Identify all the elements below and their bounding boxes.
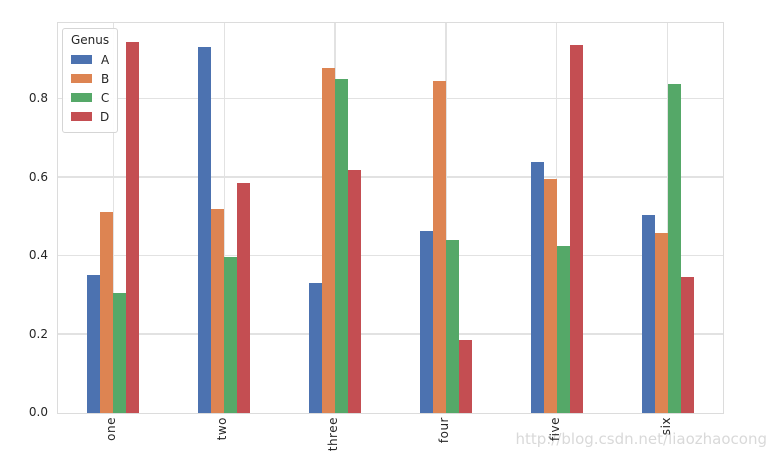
legend-item-a: A bbox=[71, 50, 109, 69]
y-gridline bbox=[58, 97, 723, 100]
bar-b-two bbox=[211, 209, 225, 413]
legend-label: B bbox=[101, 71, 110, 86]
bar-d-four bbox=[458, 340, 472, 413]
bar-a-two bbox=[198, 47, 212, 413]
y-gridline bbox=[58, 254, 723, 257]
bar-b-five bbox=[543, 179, 557, 413]
x-gridline bbox=[445, 23, 447, 413]
watermark-text: http://blog.csdn.net/liaozhaocong bbox=[515, 430, 767, 448]
x-gridline bbox=[556, 23, 558, 413]
y-tick-label: 0.4 bbox=[28, 248, 48, 263]
bar-a-one bbox=[87, 274, 101, 413]
bar-d-five bbox=[569, 44, 583, 413]
bar-c-one bbox=[113, 293, 127, 413]
bar-d-two bbox=[237, 183, 251, 413]
bar-d-six bbox=[680, 277, 694, 413]
y-tick-label: 0.8 bbox=[28, 91, 48, 106]
legend-swatch-icon bbox=[71, 93, 92, 102]
legend-label: C bbox=[100, 90, 110, 105]
bar-b-one bbox=[100, 212, 114, 413]
legend-item-b: B bbox=[71, 69, 109, 88]
bar-b-six bbox=[654, 232, 668, 413]
bar-c-five bbox=[556, 245, 570, 413]
bar-c-six bbox=[667, 83, 681, 413]
y-tick-label: 0.0 bbox=[28, 405, 48, 419]
x-tick-label: two bbox=[215, 417, 230, 441]
bar-c-three bbox=[335, 78, 349, 413]
bar-a-three bbox=[309, 282, 323, 413]
bar-b-four bbox=[432, 81, 446, 413]
y-tick-label: 0.6 bbox=[28, 169, 48, 184]
bar-a-four bbox=[419, 230, 433, 413]
bar-d-three bbox=[348, 170, 362, 413]
bar-d-one bbox=[126, 41, 140, 413]
legend-title: Genus bbox=[71, 33, 110, 47]
legend-label: A bbox=[101, 52, 110, 67]
bar-c-four bbox=[445, 240, 459, 413]
legend-swatch-icon bbox=[71, 74, 92, 83]
x-gridline bbox=[112, 23, 115, 413]
bar-b-three bbox=[322, 67, 336, 413]
legend-item-d: D bbox=[71, 107, 109, 126]
y-tick-label: 0.2 bbox=[28, 326, 48, 341]
x-tick-label: three bbox=[326, 417, 341, 452]
plot-area bbox=[57, 22, 724, 414]
x-tick-label: five bbox=[547, 417, 562, 442]
legend-label: D bbox=[100, 109, 110, 124]
legend-item-c: C bbox=[71, 88, 109, 107]
x-tick-label: six bbox=[658, 417, 673, 436]
y-gridline bbox=[58, 176, 723, 178]
bar-c-two bbox=[224, 256, 238, 413]
legend-swatch-icon bbox=[71, 55, 92, 64]
y-gridline bbox=[58, 333, 723, 335]
x-tick-label: four bbox=[436, 417, 451, 444]
bar-a-six bbox=[641, 215, 655, 413]
legend-swatch-icon bbox=[71, 112, 92, 121]
x-tick-label: one bbox=[104, 417, 119, 441]
bar-a-five bbox=[530, 161, 544, 413]
x-gridline bbox=[223, 23, 225, 413]
